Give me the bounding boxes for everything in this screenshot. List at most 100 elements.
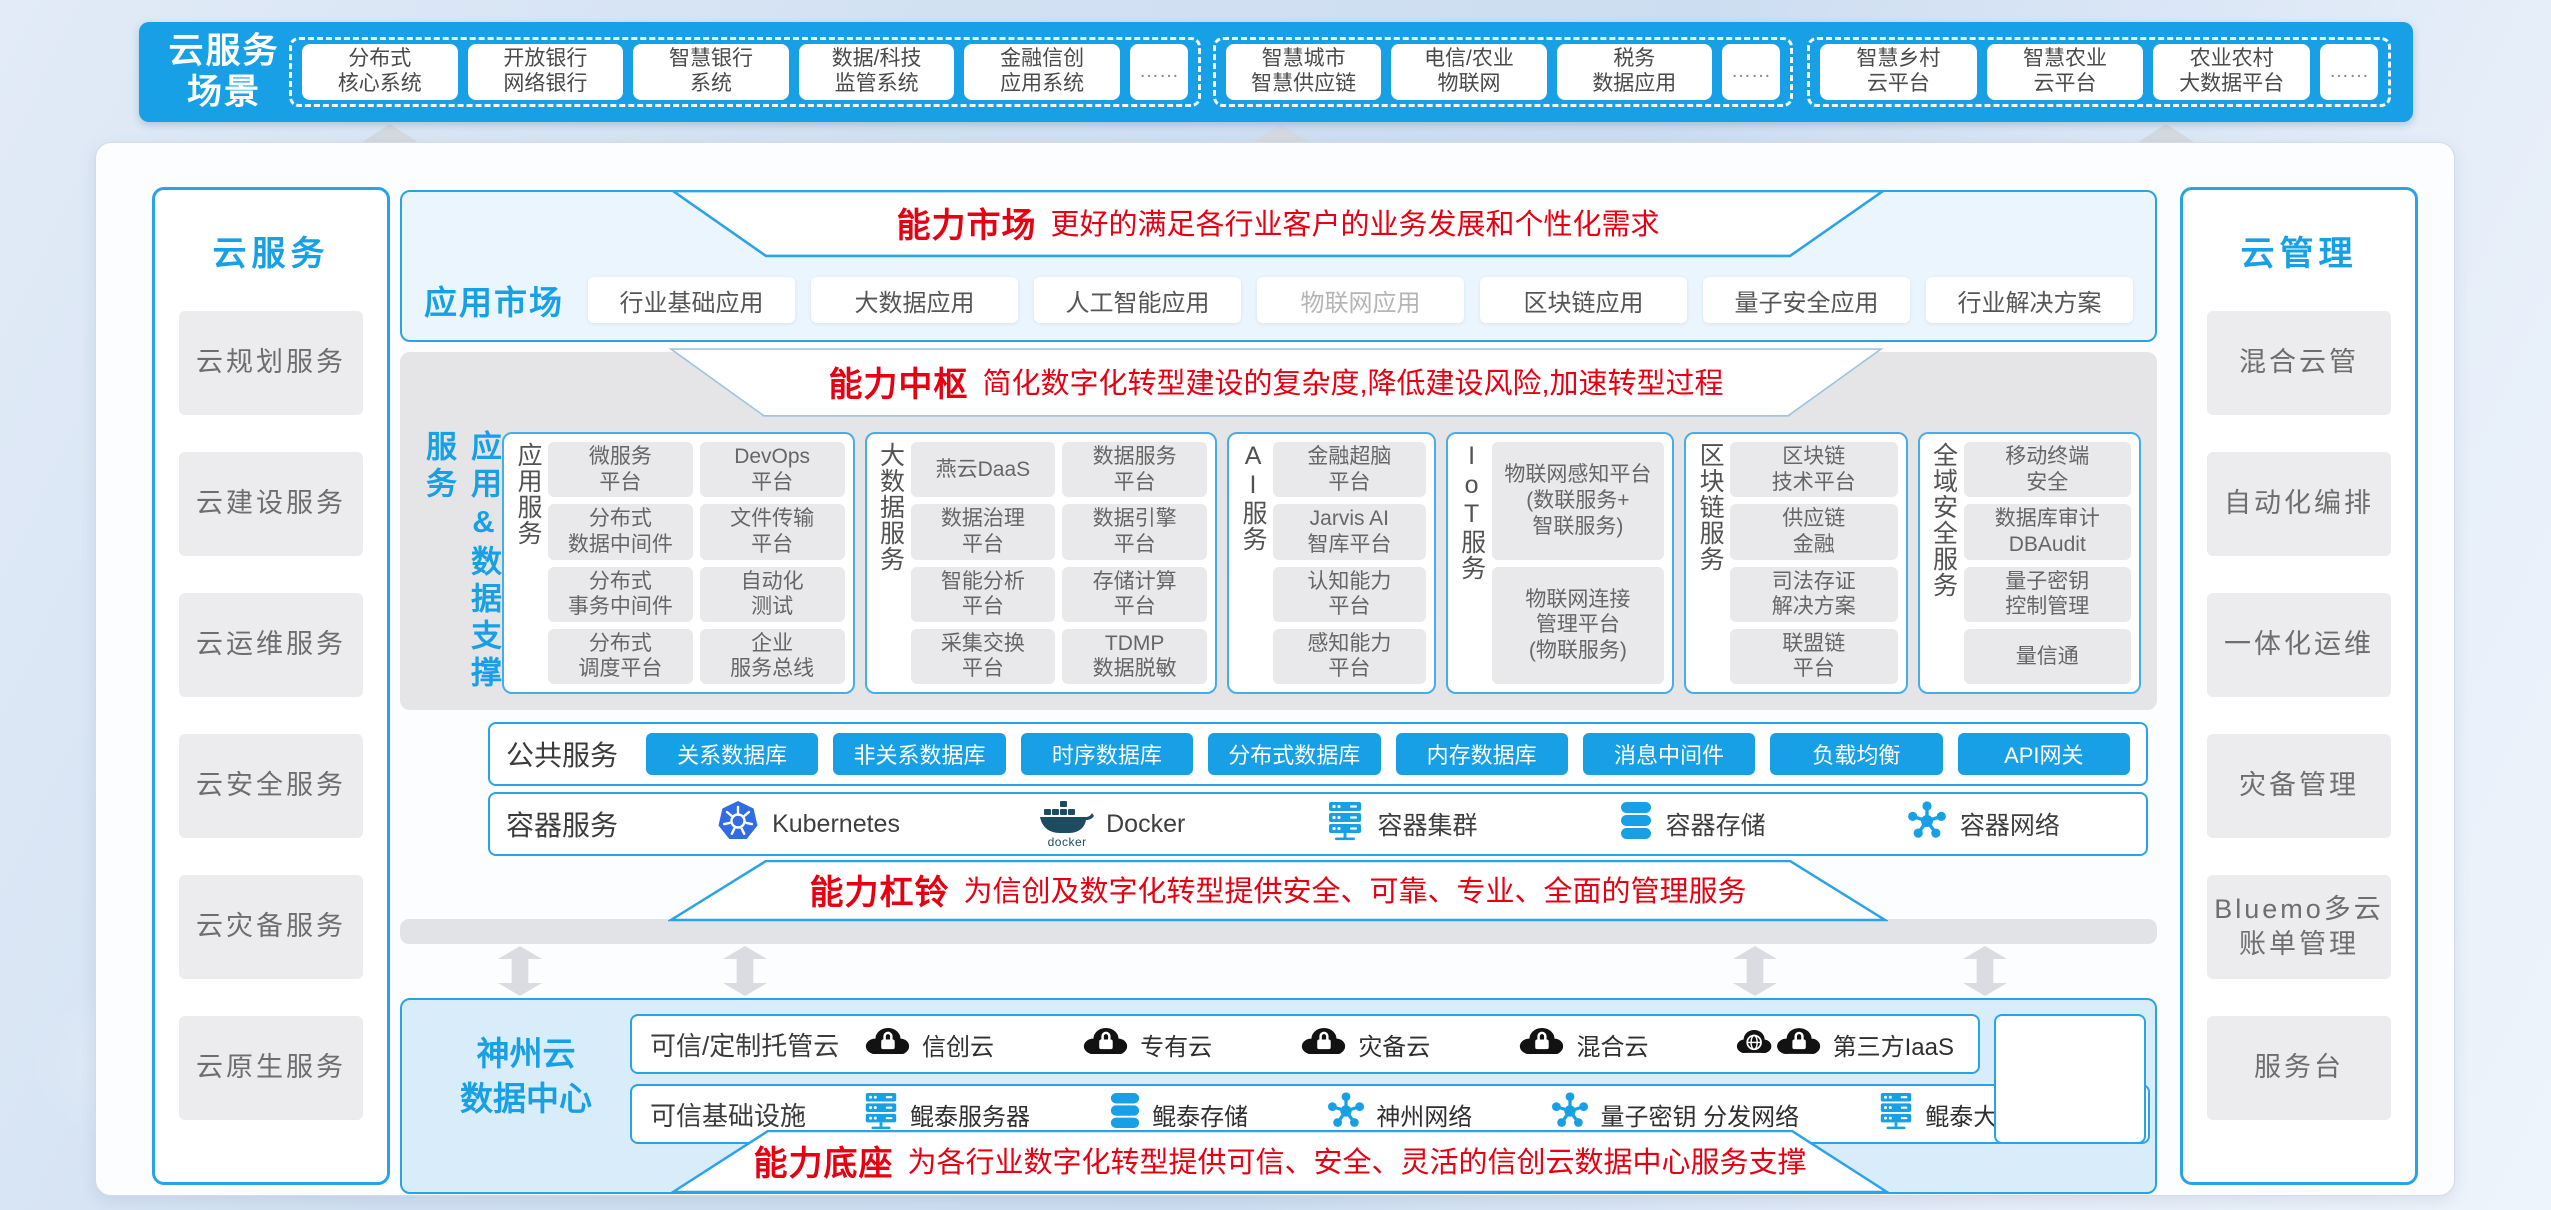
scenario-item: 农业农村 大数据平台 — [2153, 44, 2311, 100]
service-cell: 物联网连接 管理平台 (物联服务) — [1491, 566, 1665, 684]
scenario-item: 开放银行 网络银行 — [467, 44, 624, 100]
banner-desc: 简化数字化转型建设的复杂度,降低建设风险,加速转型过程 — [982, 368, 1724, 400]
cloud-lock-icon — [1080, 1024, 1130, 1064]
scenario-item: 电信/农业 物联网 — [1391, 44, 1547, 100]
scenario-item: 分布式 核心系统 — [302, 44, 458, 100]
app-market-item: 大数据应用 — [811, 277, 1018, 323]
banner-desc: 为信创及数字化转型提供安全、可靠、专业、全面的管理服务 — [963, 876, 1747, 908]
service-cell: 企业 服务总线 — [699, 628, 845, 684]
cloud-lock-icon — [1516, 1024, 1566, 1064]
infrastructure-row: 可信基础设施 鲲泰服务器 鲲泰存储 神州网络 量子密钥 分发网络 鲲泰大数据 一… — [630, 1084, 2150, 1144]
app-market-row: 应用市场 行业基础应用 大数据应用 人工智能应用 物联网应用 区块链应用 量子安… — [424, 276, 2133, 324]
app-market-panel: 能力市场 更好的满足各行业客户的业务发展和个性化需求 应用市场 行业基础应用 大… — [400, 190, 2157, 342]
container-cluster-item: 容器集群 — [1325, 801, 1478, 848]
public-services-label: 公共服务 — [506, 740, 619, 771]
public-service-pill: 时序数据库 — [1020, 733, 1194, 775]
cloud-management-item: 混合云管 — [2207, 311, 2391, 415]
support-service-columns: 应用服务 微服务 平台 DevOps 平台 分布式 数据中间件 文件传输 平台 … — [502, 432, 2141, 694]
capability-market-banner: 能力市场 更好的满足各行业客户的业务发展和个性化需求 — [670, 190, 1886, 258]
service-cell: 燕云DaaS — [910, 442, 1056, 498]
service-cell: 分布式 数据中间件 — [548, 504, 693, 560]
banner-title: 能力市场 — [896, 206, 1037, 245]
service-cell: TDMP 数据脱敏 — [1062, 628, 1208, 684]
column-label: 大数据服务 — [876, 442, 905, 572]
service-cell: 分布式 事务中间件 — [548, 566, 693, 622]
container-item-label: 容器存储 — [1665, 812, 1766, 840]
service-cell: 采集交换 平台 — [910, 628, 1056, 684]
column-label: 区块链服务 — [1696, 442, 1725, 572]
server-icon — [1325, 801, 1365, 848]
app-market-item: 人工智能应用 — [1034, 277, 1241, 323]
cloud-service-item: 云安全服务 — [179, 734, 363, 838]
capability-barbell-banner: 能力杠铃 为信创及数字化转型提供安全、可靠、专业、全面的管理服务 — [668, 860, 1888, 922]
service-cell: 量信通 — [1963, 628, 2131, 684]
infrastructure-item: 鲲泰服务器 — [862, 1092, 1030, 1137]
service-cell: 微服务 平台 — [548, 442, 693, 498]
public-service-pill: 负载均衡 — [1770, 733, 1943, 775]
datacenter-label: 神州云 数据中心 — [460, 1035, 592, 1117]
public-service-pill: 非关系数据库 — [833, 733, 1006, 775]
cloud-type-item: 灾备云 — [1298, 1024, 1430, 1064]
cloud-service-item: 云运维服务 — [179, 593, 363, 697]
banner-desc: 为各行业数字化转型提供可信、安全、灵活的信创云数据中心服务支撑 — [907, 1147, 1807, 1179]
public-services-items: 关系数据库 非关系数据库 时序数据库 分布式数据库 内存数据库 消息中间件 负载… — [646, 733, 2130, 775]
service-cell: 认知能力 平台 — [1273, 566, 1426, 622]
service-cell: 数据引擎 平台 — [1062, 504, 1208, 560]
security-services-column: 全域安全服务 移动终端 安全 数据库审计 DBAudit 量子密钥 控制管理 量… — [1917, 432, 2141, 694]
service-cell: Jarvis AI 智库平台 — [1273, 504, 1426, 560]
container-item-label: Kubernetes — [772, 809, 900, 838]
scenario-item-ellipsis: …… — [1129, 44, 1188, 100]
network-icon — [1906, 799, 1948, 849]
app-market-label: 应用市场 — [424, 284, 564, 321]
app-data-support-label: 应用&数据支撑服务 — [421, 430, 501, 693]
cloud-services-title: 云服务 — [212, 235, 330, 273]
capability-hub-banner: 能力中枢 简化数字化转型建设的复杂度,降低建设风险,加速转型过程 — [668, 348, 1884, 418]
cloud-lock-icon — [862, 1024, 912, 1064]
app-market-items: 行业基础应用 大数据应用 人工智能应用 物联网应用 区块链应用 量子安全应用 行… — [588, 277, 2133, 323]
infrastructure-item: 鲲泰存储 — [1108, 1092, 1248, 1137]
service-cell: 数据库审计 DBAudit — [1963, 504, 2131, 560]
scenario-group-industry: 智慧城市 智慧供应链 电信/农业 物联网 税务 数据应用 …… — [1213, 37, 1793, 107]
cloud-scenario-bar: 云服务 场景 分布式 核心系统 开放银行 网络银行 智慧银行 系统 数据/科技 … — [139, 22, 2413, 122]
divider-bar — [400, 919, 2157, 944]
service-cell: 文件传输 平台 — [699, 504, 845, 560]
service-cell: 感知能力 平台 — [1273, 628, 1426, 684]
column-label: IoT服务 — [1457, 442, 1486, 581]
capability-base-banner: 能力底座 为各行业数字化转型提供可信、安全、灵活的信创云数据中心服务支撑 — [670, 1130, 1890, 1194]
service-cell: 智能分析 平台 — [910, 566, 1056, 622]
infrastructure-item: 神州网络 — [1326, 1090, 1472, 1138]
cloud-management-panel: 云管理 混合云管 自动化编排 一体化运维 灾备管理 Bluemo多云 账单管理 … — [2180, 187, 2418, 1185]
kubernetes-item: Kubernetes — [716, 799, 900, 849]
service-cell: 金融超脑 平台 — [1273, 442, 1426, 498]
public-service-pill: 分布式数据库 — [1208, 733, 1381, 775]
public-service-pill: 内存数据库 — [1395, 733, 1568, 775]
docker-icon: docker — [1040, 800, 1095, 848]
cloud-services-list: 云规划服务 云建设服务 云运维服务 云安全服务 云灾备服务 云原生服务 — [155, 311, 387, 1120]
scenario-item-ellipsis: …… — [2320, 44, 2379, 100]
service-cell: 司法存证 解决方案 — [1730, 566, 1898, 622]
public-service-pill: API网关 — [1957, 733, 2130, 775]
service-cell: 数据服务 平台 — [1062, 442, 1208, 498]
container-storage-item: 容器存储 — [1618, 801, 1766, 848]
cloud-type-item: 第三方IaaS — [1735, 1024, 1954, 1064]
cloud-service-item: 云建设服务 — [179, 452, 363, 556]
cloud-service-item: 云规划服务 — [179, 311, 363, 415]
cloud-management-item: 自动化编排 — [2207, 452, 2391, 556]
container-services-row: 容器服务 Kubernetes docker Docker 容器集群 容器存储 … — [488, 792, 2148, 856]
app-market-item: 行业解决方案 — [1926, 277, 2133, 323]
cloud-services-panel: 云服务 云规划服务 云建设服务 云运维服务 云安全服务 云灾备服务 云原生服务 — [152, 187, 390, 1185]
app-market-item: 区块链应用 — [1480, 277, 1687, 323]
public-service-pill: 消息中间件 — [1582, 733, 1756, 775]
banner-title: 能力底座 — [753, 1144, 894, 1183]
datacenter-panel: 神州云 数据中心 可信/定制托管云 信创云 专有云 灾备云 混合云 — [400, 998, 2157, 1194]
cloud-management-list: 混合云管 自动化编排 一体化运维 灾备管理 Bluemo多云 账单管理 服务台 — [2183, 311, 2415, 1120]
banner-title: 能力中枢 — [828, 365, 969, 404]
cloud-management-title: 云管理 — [2240, 235, 2358, 273]
iot-services-column: IoT服务 物联网感知平台 (数联服务+ 智联服务) 物联网连接 管理平台 (物… — [1445, 432, 1675, 694]
service-cell: 区块链 技术平台 — [1730, 442, 1898, 498]
container-services-items: Kubernetes docker Docker 容器集群 容器存储 容器网络 — [646, 799, 2130, 849]
service-cell: 数据治理 平台 — [910, 504, 1056, 560]
storage-icon — [1618, 801, 1654, 848]
infrastructure-item: 量子密钥 分发网络 — [1550, 1090, 1799, 1138]
kubernetes-icon — [716, 799, 760, 849]
